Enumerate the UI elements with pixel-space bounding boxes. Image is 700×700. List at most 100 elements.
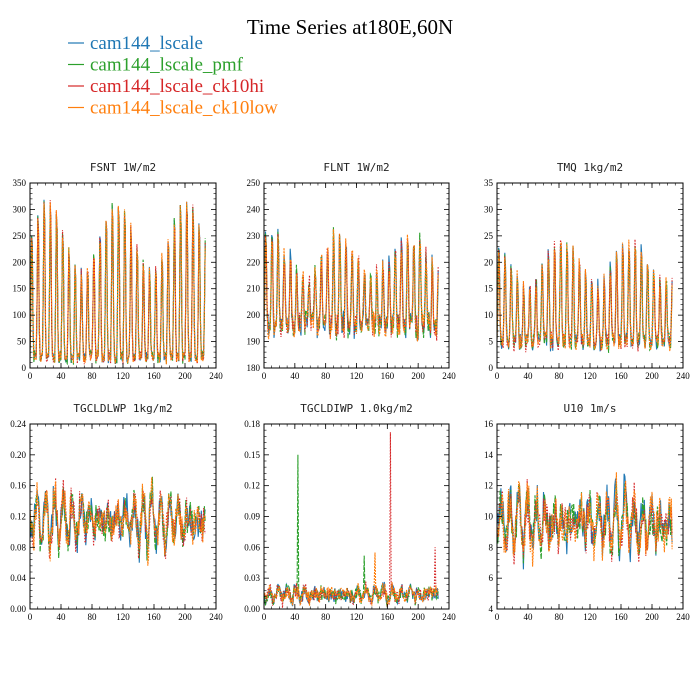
figure-title: Time Series at180E,60N xyxy=(247,15,453,39)
y-tick-label: 250 xyxy=(13,231,27,241)
x-tick-label: 160 xyxy=(614,612,628,622)
y-tick-label: 0.24 xyxy=(10,419,26,429)
y-tick-label: 6 xyxy=(489,573,494,583)
y-tick-label: 0.15 xyxy=(244,450,260,460)
x-tick-label: 160 xyxy=(381,371,395,381)
x-tick-label: 160 xyxy=(147,371,161,381)
y-tick-label: 12 xyxy=(484,481,493,491)
x-tick-label: 240 xyxy=(442,371,456,381)
y-tick-label: 0.08 xyxy=(10,542,26,552)
y-tick-label: 0.03 xyxy=(244,573,260,583)
legend-label: cam144_lscale xyxy=(90,33,203,54)
chart-panel: FLNT 1W/m2 0 40 80 120 160 200 240 180 190 200 210 2… xyxy=(247,161,457,381)
series-group xyxy=(497,239,673,353)
series-group xyxy=(30,199,206,366)
x-tick-label: 200 xyxy=(411,612,425,622)
x-tick-label: 120 xyxy=(583,612,597,622)
y-tick-label: 200 xyxy=(247,310,261,320)
chart-panel: TGCLDLWP 1kg/m2 0 40 80 120 160 200 240 0.00 0.04… xyxy=(10,402,223,622)
x-tick-label: 80 xyxy=(88,371,98,381)
x-tick-label: 80 xyxy=(321,612,331,622)
panel-title: TMQ 1kg/m2 xyxy=(557,161,623,174)
chart-panels: FSNT 1W/m20 40 80 120 160 200 2400501001502002… xyxy=(10,161,690,622)
series-group xyxy=(30,476,206,566)
y-tick-label: 0.06 xyxy=(244,542,260,552)
legend-label: cam144_lscale_ck10hi xyxy=(90,76,264,97)
y-tick-label: 50 xyxy=(17,337,27,347)
x-tick-label: 0 xyxy=(495,612,500,622)
series-line-cam144_lscale_ck10low xyxy=(497,472,673,567)
x-tick-label: 200 xyxy=(178,371,192,381)
x-tick-label: 120 xyxy=(350,371,364,381)
y-tick-label: 0.04 xyxy=(10,573,26,583)
x-tick-label: 40 xyxy=(524,371,534,381)
y-tick-label: 35 xyxy=(484,178,494,188)
plot-frame xyxy=(263,423,450,610)
y-tick-label: 10 xyxy=(484,310,494,320)
x-tick-label: 0 xyxy=(28,371,33,381)
y-tick-label: 300 xyxy=(13,204,27,214)
panel-title: FLNT 1W/m2 xyxy=(323,161,389,174)
y-tick-label: 150 xyxy=(13,284,27,294)
chart-panel: TMQ 1kg/m2 0 40 80 120 160 200 240 0 5 10 15 20 25 30 3… xyxy=(484,161,690,381)
series-line-cam144_lscale_ck10low xyxy=(497,239,673,352)
series-line-cam144_lscale_ck10hi xyxy=(264,432,439,609)
chart-panel: TGCLDIWP 1.0kg/m2 0 40 80 120 160 200 240 0.00 0.… xyxy=(244,402,456,622)
x-tick-label: 240 xyxy=(676,371,690,381)
x-tick-label: 160 xyxy=(381,612,395,622)
y-tick-label: 0.18 xyxy=(244,419,260,429)
x-tick-label: 240 xyxy=(209,612,223,622)
x-tick-label: 40 xyxy=(57,371,67,381)
x-tick-label: 0 xyxy=(262,612,267,622)
y-tick-label: 350 xyxy=(13,178,27,188)
legend-entry: cam144_lscale_pmf xyxy=(68,55,244,76)
x-tick-label: 80 xyxy=(321,371,331,381)
series-line-cam144_lscale_ck10low xyxy=(30,477,206,566)
legend-entry: cam144_lscale xyxy=(68,33,203,54)
chart-panel: FSNT 1W/m2 0 40 80 120 160 200 240 0 50 100 150 200 2… xyxy=(13,161,224,381)
x-tick-label: 200 xyxy=(645,371,659,381)
y-tick-label: 0.00 xyxy=(244,604,260,614)
y-tick-label: 30 xyxy=(484,204,494,214)
y-tick-label: 10 xyxy=(484,512,494,522)
y-tick-label: 16 xyxy=(484,419,494,429)
x-tick-label: 40 xyxy=(290,612,300,622)
y-tick-label: 180 xyxy=(247,363,261,373)
series-group xyxy=(264,227,439,342)
legend-entry: cam144_lscale_ck10hi xyxy=(68,76,264,97)
y-tick-label: 220 xyxy=(247,257,261,267)
x-tick-label: 200 xyxy=(411,371,425,381)
y-tick-label: 0.00 xyxy=(10,604,26,614)
x-tick-label: 160 xyxy=(614,371,628,381)
x-tick-label: 120 xyxy=(116,612,130,622)
x-tick-label: 120 xyxy=(583,371,597,381)
x-tick-label: 40 xyxy=(290,371,300,381)
x-tick-label: 80 xyxy=(88,612,98,622)
y-tick-label: 210 xyxy=(247,284,261,294)
panel-title: FSNT 1W/m2 xyxy=(90,161,156,174)
y-tick-label: 0.16 xyxy=(10,481,26,491)
x-tick-label: 40 xyxy=(524,612,534,622)
y-tick-label: 0.12 xyxy=(244,481,260,491)
chart-panel: U10 1m/s 0 40 80 120 160 200 240 4 6 8 10 12 14 16 xyxy=(484,402,690,622)
legend: cam144_lscalecam144_lscale_pmfcam144_lsc… xyxy=(68,33,278,119)
panel-title: U10 1m/s xyxy=(564,402,617,415)
legend-label: cam144_lscale_pmf xyxy=(90,55,244,76)
x-tick-label: 120 xyxy=(350,612,364,622)
series-line-cam144_lscale_ck10low xyxy=(30,201,206,365)
legend-entry: cam144_lscale_ck10low xyxy=(68,98,278,119)
series-line-cam144_lscale_ck10low xyxy=(264,229,439,342)
y-tick-label: 4 xyxy=(489,604,494,614)
x-tick-label: 120 xyxy=(116,371,130,381)
x-tick-label: 160 xyxy=(147,612,161,622)
panel-title: TGCLDLWP 1kg/m2 xyxy=(73,402,172,415)
y-tick-label: 15 xyxy=(484,284,494,294)
series-line-cam144_lscale_ck10low xyxy=(264,552,439,607)
y-tick-label: 0.12 xyxy=(10,512,26,522)
series-group xyxy=(264,432,439,609)
y-tick-label: 100 xyxy=(13,310,27,320)
x-tick-label: 80 xyxy=(555,371,565,381)
y-tick-label: 20 xyxy=(484,257,494,267)
y-tick-label: 240 xyxy=(247,204,261,214)
